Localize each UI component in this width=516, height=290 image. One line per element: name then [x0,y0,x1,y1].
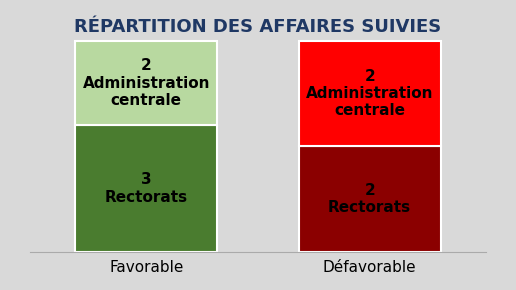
Text: Favorable: Favorable [109,260,184,275]
Text: Défavorable: Défavorable [323,260,416,275]
Text: 2
Rectorats: 2 Rectorats [328,183,411,215]
FancyBboxPatch shape [75,125,217,252]
FancyBboxPatch shape [75,41,217,125]
Text: 2
Administration
centrale: 2 Administration centrale [306,69,433,119]
Text: 3
Rectorats: 3 Rectorats [105,173,188,205]
Text: 2
Administration
centrale: 2 Administration centrale [83,58,210,108]
Text: RÉPARTITION DES AFFAIRES SUIVIES: RÉPARTITION DES AFFAIRES SUIVIES [74,18,442,36]
FancyBboxPatch shape [299,41,441,146]
FancyBboxPatch shape [299,146,441,252]
